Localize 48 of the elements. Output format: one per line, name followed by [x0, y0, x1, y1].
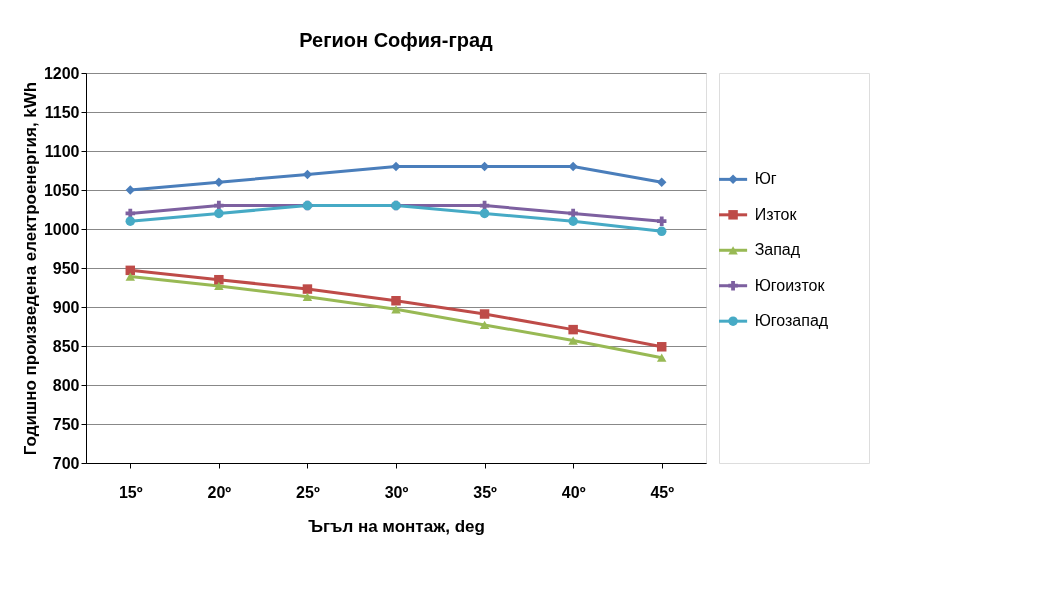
point [656, 216, 667, 226]
x-tick-label: 45º [650, 483, 675, 501]
x-tick-label: 35º [473, 483, 498, 501]
x-axis-title: Ъгъл на монтаж, deg [308, 516, 485, 536]
point [302, 284, 313, 294]
y-tick-label: 950 [52, 259, 80, 277]
point [214, 208, 224, 219]
point [656, 342, 667, 352]
point [391, 296, 401, 306]
point [125, 216, 136, 226]
point [479, 309, 490, 319]
point [214, 274, 224, 285]
y-tick-label: 700 [52, 454, 80, 472]
point [125, 272, 136, 281]
y-tick-label: 1150 [44, 103, 80, 121]
point [479, 320, 490, 330]
point [214, 177, 224, 187]
x-tick-label: 15º [118, 483, 143, 501]
y-tick-label: 750 [52, 415, 80, 433]
point [656, 353, 667, 362]
legend-label: Юг [754, 170, 777, 188]
y-tick-label: 1050 [43, 181, 80, 199]
point [568, 336, 578, 345]
point [479, 208, 490, 219]
y-tick-label: 1000 [43, 220, 80, 238]
legend-label: Запад [754, 241, 801, 259]
y-tick-label: 1200 [43, 64, 80, 82]
point [391, 161, 401, 172]
point [568, 216, 578, 226]
y-axis-title: Годишно произведена електроенергия, kWh [20, 81, 40, 456]
point [214, 281, 224, 291]
point [302, 292, 313, 301]
legend-label: Изток [754, 205, 798, 223]
y-tick-label: 850 [52, 337, 80, 355]
y-tick-label: 800 [52, 376, 80, 394]
x-tick-label: 20º [207, 483, 232, 501]
point [656, 177, 667, 187]
x-tick-label: 25º [296, 483, 320, 501]
y-tick-label: 1100 [44, 142, 80, 160]
chart-title: Регион София-град [299, 29, 494, 51]
x-tick-label: 40º [561, 483, 586, 501]
point [302, 169, 313, 180]
y-tick-label: 900 [52, 298, 80, 316]
point [656, 226, 667, 237]
legend-label: Югоизток [754, 276, 826, 294]
legend-label: Югозапад [754, 312, 829, 330]
point [568, 324, 578, 335]
x-tick-label: 30º [384, 483, 409, 501]
